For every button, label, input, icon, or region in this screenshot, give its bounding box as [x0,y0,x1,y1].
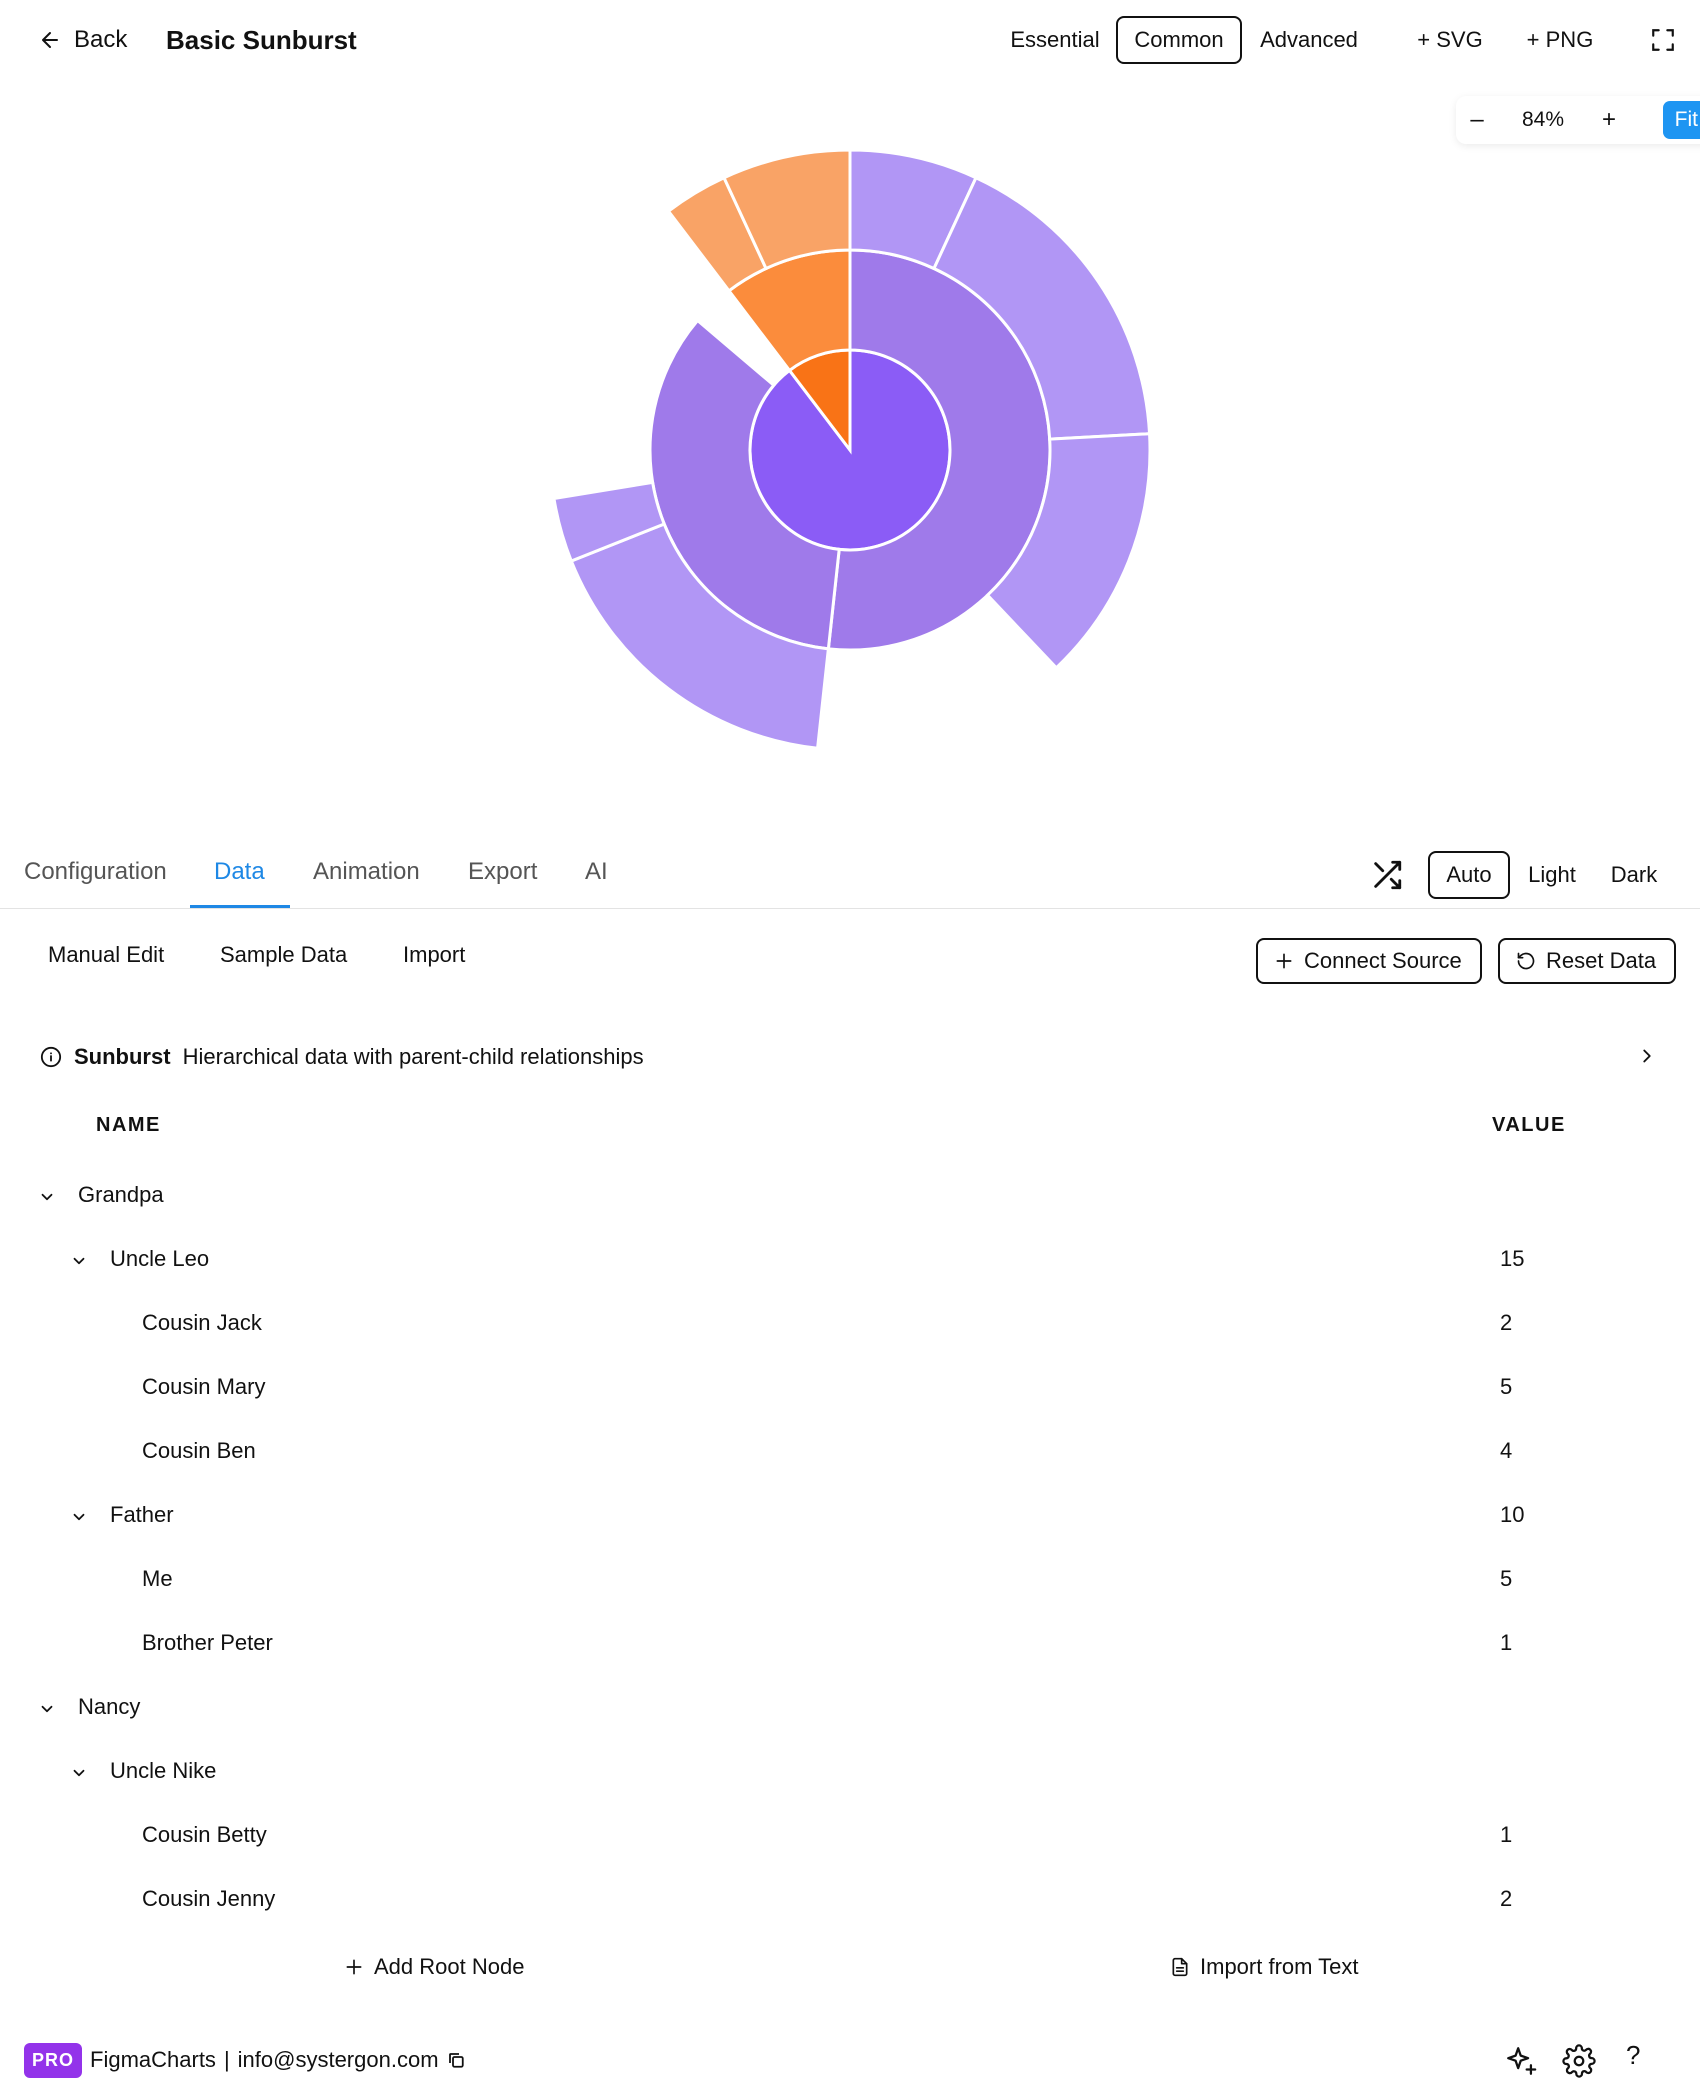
page-title: Basic Sunburst [166,25,357,55]
tab-data[interactable]: Data [214,858,265,885]
sparkles-icon[interactable] [1504,2044,1538,2078]
tree-row-value[interactable]: 1 [1500,1630,1513,1655]
tree-row-name[interactable]: Grandpa [78,1182,164,1207]
name-column-header: NAME [96,1114,161,1136]
plus-icon [1276,953,1292,969]
tab-ai[interactable]: AI [585,858,608,885]
tree-row[interactable]: Uncle Nike [0,1752,1700,1792]
add-root-node-button[interactable]: Add Root Node [344,1954,524,1980]
tree-row[interactable]: Father 10 [0,1496,1700,1536]
add-svg-button[interactable]: + SVG [1417,27,1483,52]
connect-source-button[interactable]: Connect Source [1256,938,1482,984]
tree-row[interactable]: Grandpa [0,1176,1700,1216]
brand-name: FigmaCharts [90,2047,216,2072]
import-from-text-label: Import from Text [1200,1954,1359,1979]
help-button[interactable]: ? [1626,2040,1641,2070]
shuffle-icon[interactable] [1370,858,1404,892]
reset-data-button[interactable]: Reset Data [1498,938,1676,984]
copy-icon[interactable] [447,2051,465,2069]
tree-row-name[interactable]: Uncle Nike [110,1758,217,1783]
subtab-import[interactable]: Import [403,942,466,967]
sunburst-segment-brother-peter[interactable] [552,480,667,563]
theme-dark[interactable]: Dark [1610,862,1658,887]
tree-row[interactable]: Cousin Jack 2 [0,1304,1700,1344]
tree-row-value[interactable]: 5 [1500,1374,1513,1399]
tree-row-value[interactable]: 4 [1500,1438,1513,1463]
chart-type-label: Sunburst [74,1044,171,1069]
sunburst-chart [552,148,1152,750]
arrow-left-icon [42,32,58,48]
tree-row[interactable]: Cousin Betty 1 [0,1816,1700,1856]
gear-icon[interactable] [1562,2044,1596,2078]
reset-icon [1517,952,1535,970]
preset-common[interactable]: Common [1116,16,1242,64]
reset-data-label: Reset Data [1546,948,1657,973]
tree-row-name[interactable]: Cousin Jack [142,1310,262,1335]
tab-animation[interactable]: Animation [313,858,420,885]
tree-row[interactable]: Uncle Leo 15 [0,1240,1700,1280]
info-icon [40,1046,62,1068]
plus-icon [346,1959,362,1975]
add-root-node-label: Add Root Node [374,1954,525,1979]
tree-row[interactable]: Me 5 [0,1560,1700,1600]
chevron-right-icon[interactable] [1636,1044,1658,1068]
tree-row-value[interactable]: 1 [1500,1822,1513,1847]
chevron-down-icon[interactable] [38,1188,56,1206]
value-column-header: VALUE [1492,1114,1566,1136]
tree-row-name[interactable]: Cousin Jenny [142,1886,276,1911]
chevron-down-icon[interactable] [70,1252,88,1270]
main-tabs: Configuration Data Animation Export AI [0,848,1700,909]
tree-row-value[interactable]: 5 [1500,1566,1513,1591]
add-png-button[interactable]: + PNG [1526,27,1594,52]
fullscreen-icon[interactable] [1650,27,1676,53]
tree-row[interactable]: Cousin Jenny 2 [0,1880,1700,1920]
fit-button[interactable]: Fit [1662,101,1700,139]
footer-separator: | [223,2047,230,2072]
back-label: Back [74,26,128,53]
sunburst-segment-cousin-jenny[interactable] [722,148,852,271]
tree-row[interactable]: Nancy [0,1688,1700,1728]
footer-info: PRO FigmaCharts | info@systergon.com [24,2040,465,2080]
active-tab-indicator [190,905,290,908]
chart-info: Sunburst Hierarchical data with parent-c… [40,1040,644,1074]
pro-badge: PRO [24,2042,83,2078]
preset-advanced[interactable]: Advanced [1260,27,1358,52]
tree-row-name[interactable]: Uncle Leo [110,1246,210,1271]
tree-row-name[interactable]: Nancy [78,1694,141,1719]
sunburst-segment-cousin-ben[interactable] [985,432,1152,670]
zoom-in-button[interactable]: + [1601,106,1616,133]
zoom-control: – 84% + Fit [1456,96,1700,144]
back-button[interactable]: Back [38,20,127,60]
tree-row-value[interactable]: 2 [1500,1886,1513,1911]
tab-export[interactable]: Export [468,858,538,885]
tree-row-value[interactable]: 2 [1500,1310,1513,1335]
zoom-level: 84% [1521,108,1565,131]
preset-essential[interactable]: Essential [1010,27,1100,52]
chevron-down-icon[interactable] [70,1764,88,1782]
subtab-sample-data[interactable]: Sample Data [220,942,348,967]
import-from-text-button[interactable]: Import from Text [1170,1954,1359,1980]
theme-auto[interactable]: Auto [1428,851,1510,899]
tree-row[interactable]: Brother Peter 1 [0,1624,1700,1664]
connect-source-label: Connect Source [1304,948,1462,973]
theme-light[interactable]: Light [1528,862,1576,887]
tree-row-name[interactable]: Cousin Betty [142,1822,267,1847]
tree-row-name[interactable]: Father [110,1502,174,1527]
tree-row-value[interactable]: 10 [1500,1502,1525,1527]
tab-configuration[interactable]: Configuration [24,858,167,885]
chevron-down-icon[interactable] [38,1700,56,1718]
contact-email[interactable]: info@systergon.com [237,2047,439,2072]
tree-row[interactable]: Cousin Mary 5 [0,1368,1700,1408]
chart-type-description: Hierarchical data with parent-child rela… [182,1044,644,1069]
document-icon [1172,1957,1188,1977]
chevron-down-icon[interactable] [70,1508,88,1526]
zoom-out-button[interactable]: – [1470,106,1484,133]
tree-row-name[interactable]: Brother Peter [142,1630,273,1655]
subtab-manual-edit[interactable]: Manual Edit [48,942,165,967]
tree-row[interactable]: Cousin Ben 4 [0,1432,1700,1472]
tree-row-name[interactable]: Me [142,1566,173,1591]
tree-row-value[interactable]: 15 [1500,1246,1525,1271]
tree-row-name[interactable]: Cousin Ben [142,1438,256,1463]
tree-row-name[interactable]: Cousin Mary [142,1374,266,1399]
